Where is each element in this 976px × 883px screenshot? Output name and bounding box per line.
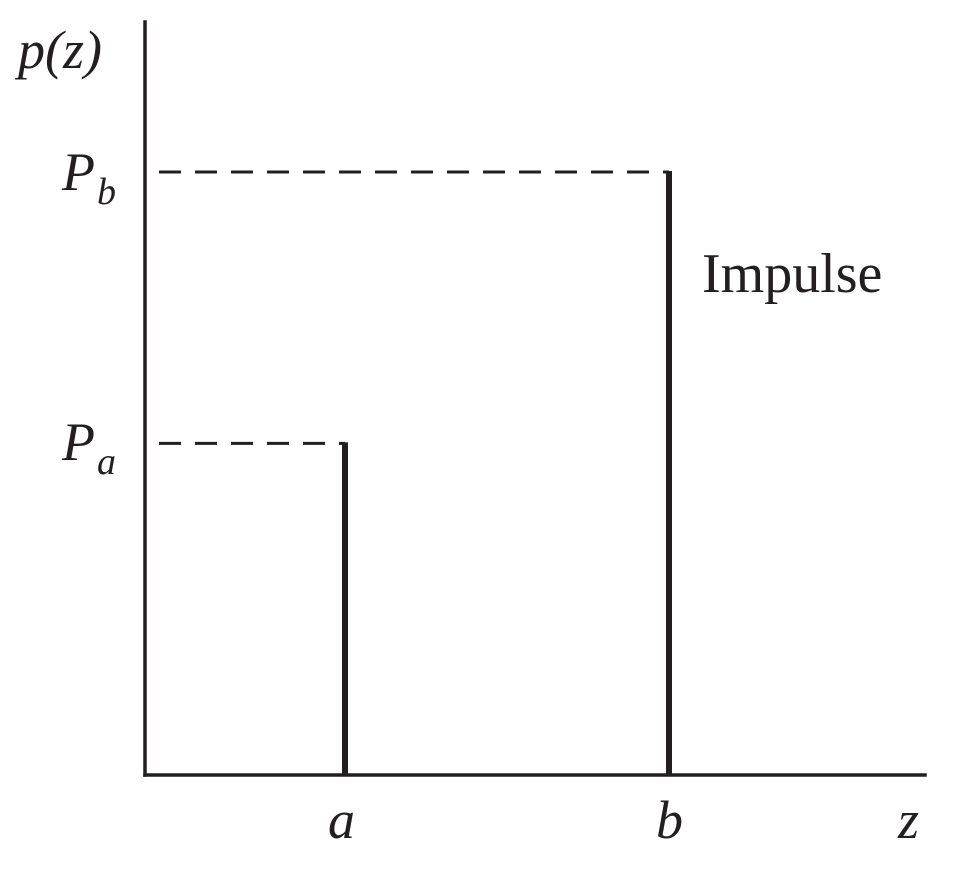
y-tick-label-pa-sub: a bbox=[97, 441, 116, 483]
impulse-marks bbox=[159, 170, 672, 775]
y-tick-label-pa-main: P bbox=[61, 412, 95, 472]
axes bbox=[143, 20, 927, 777]
x-axis-label: z bbox=[897, 790, 919, 850]
y-tick-label-pb-main: P bbox=[61, 142, 95, 202]
y-tick-label-pb-sub: b bbox=[97, 171, 116, 213]
x-tick-label-b: b bbox=[656, 790, 683, 850]
impulse-annotation: Impulse bbox=[702, 243, 882, 305]
y-tick-label-pa: Pa bbox=[61, 412, 116, 483]
y-axis-label: p(z) bbox=[14, 20, 102, 80]
y-tick-label-pb: Pb bbox=[61, 142, 116, 213]
x-tick-label-a: a bbox=[328, 790, 355, 850]
